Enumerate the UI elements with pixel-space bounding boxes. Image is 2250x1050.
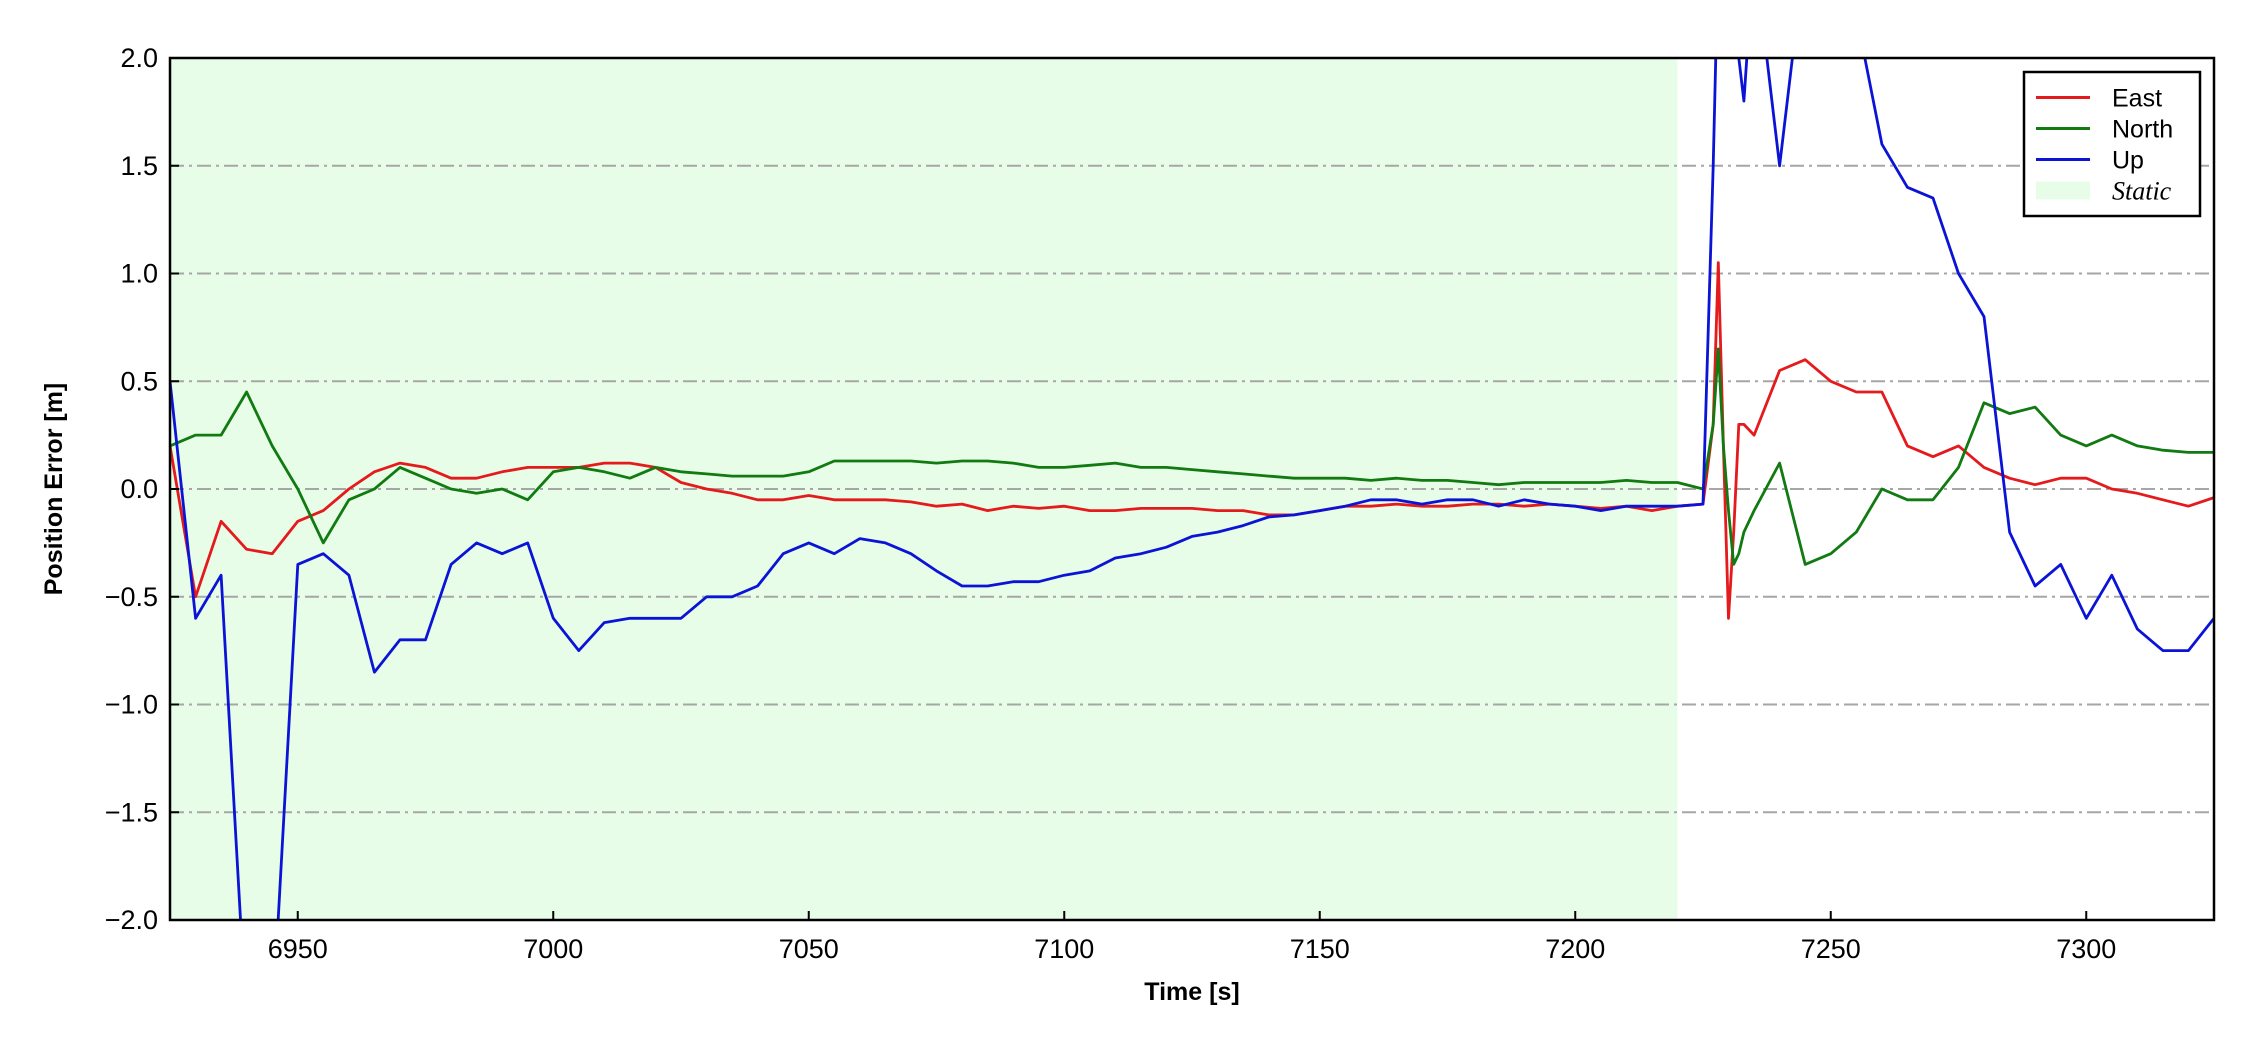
y-tick-label: −0.5 <box>105 582 158 612</box>
y-tick-label: 2.0 <box>120 43 158 73</box>
y-axis-label: Position Error [m] <box>40 383 68 596</box>
legend-label: East <box>2112 85 2162 113</box>
line-series <box>170 261 2214 620</box>
y-tick-label: −1.5 <box>105 797 158 827</box>
y-tick-label: 1.5 <box>120 151 158 181</box>
y-tick-label: 1.0 <box>120 259 158 289</box>
plot-area <box>170 58 2214 920</box>
x-tick-label: 6950 <box>268 934 328 964</box>
legend-label: North <box>2112 116 2173 144</box>
x-axis-label: Time [s] <box>1144 978 1239 1006</box>
line-series <box>170 347 2214 566</box>
legend-label: Static <box>2112 177 2172 206</box>
x-tick-label: 7150 <box>1290 934 1350 964</box>
x-tick-label: 7250 <box>1801 934 1861 964</box>
x-tick-label: 7000 <box>523 934 583 964</box>
x-tick-label: 7200 <box>1545 934 1605 964</box>
line-series <box>170 58 2214 920</box>
y-tick-label: 0.0 <box>120 474 158 504</box>
y-tick-label: −1.0 <box>105 690 158 720</box>
legend-swatch <box>2036 181 2090 200</box>
y-tick-label: −2.0 <box>105 905 158 935</box>
x-tick-label: 7100 <box>1034 934 1094 964</box>
legend-label: Up <box>2112 147 2144 175</box>
y-tick-label: 0.5 <box>120 366 158 396</box>
x-tick-label: 7050 <box>779 934 839 964</box>
x-tick-label: 7300 <box>2056 934 2116 964</box>
